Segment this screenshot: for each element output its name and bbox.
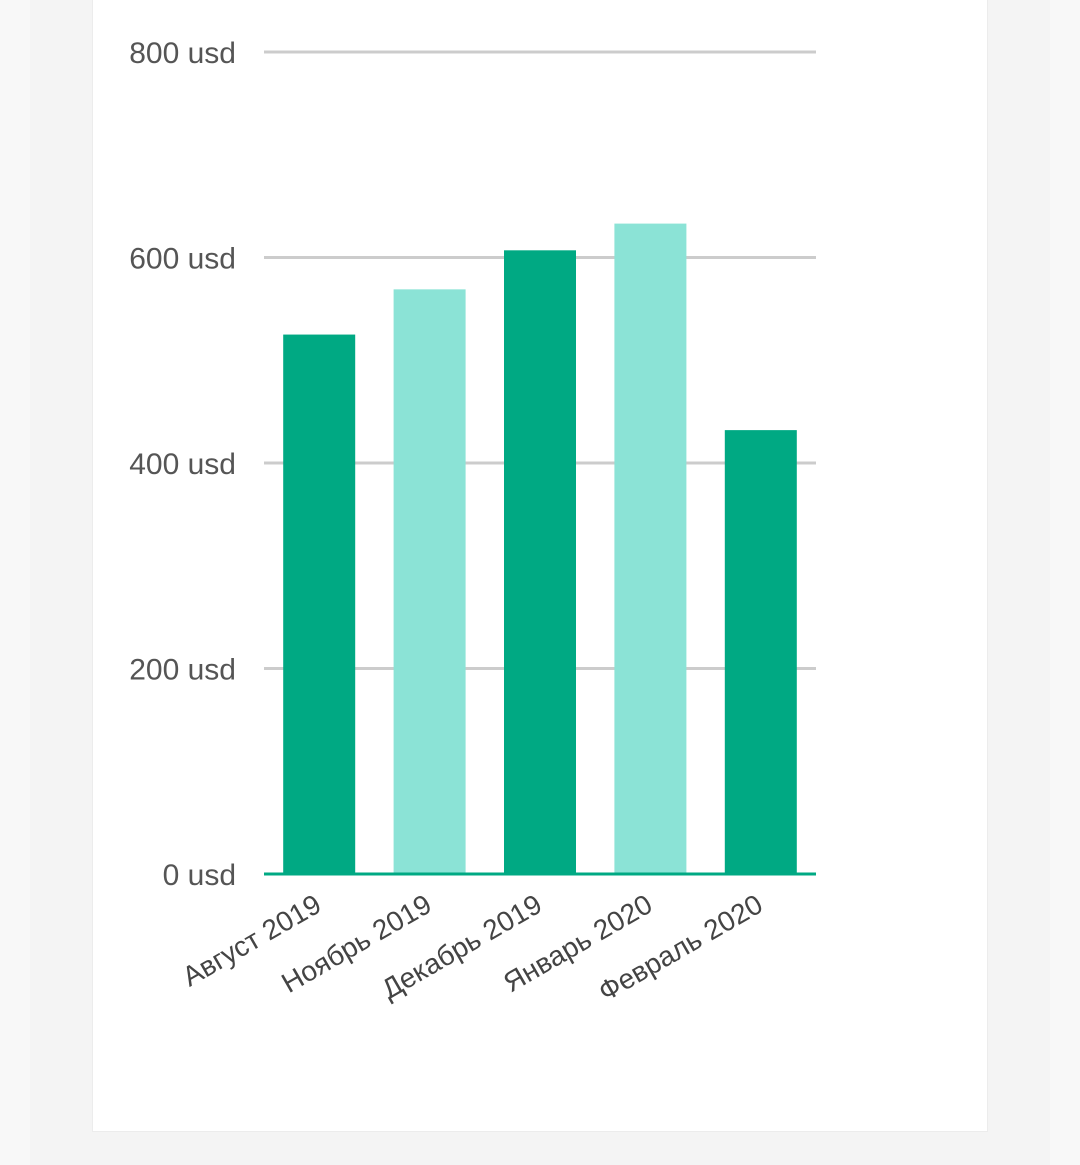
y-tick-label: 200 usd (129, 654, 236, 687)
bar (724, 430, 797, 874)
bar (614, 223, 687, 874)
y-axis-ticks: 0 usd 200 usd 400 usd 600 usd 800 usd (129, 37, 236, 892)
y-tick-label: 800 usd (129, 37, 236, 70)
y-tick-label: 600 usd (129, 243, 236, 276)
bars (283, 223, 797, 874)
bar (504, 250, 576, 874)
y-tick-label: 0 usd (163, 859, 236, 892)
bar (393, 289, 466, 874)
y-tick-label: 400 usd (129, 448, 236, 481)
bar (283, 334, 356, 874)
